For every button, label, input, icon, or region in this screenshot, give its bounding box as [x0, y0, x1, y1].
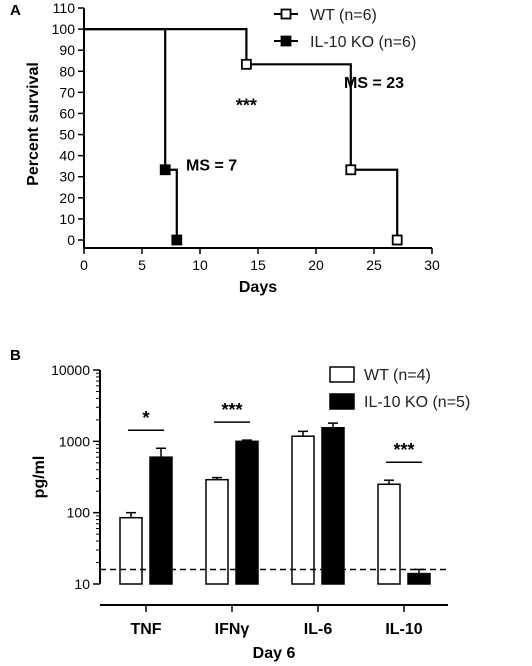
- y-tick-label: 70: [59, 84, 75, 100]
- data-point-marker: [240, 58, 252, 70]
- x-tick-label: IL-10: [385, 621, 422, 638]
- y-tick-label: 10: [74, 576, 90, 592]
- y-tick-label: 110: [53, 0, 76, 16]
- significance-stars: ***: [221, 400, 242, 420]
- y-tick-label: 90: [59, 42, 75, 58]
- data-point-marker: [159, 164, 171, 176]
- panel-b-axes: [99, 370, 448, 606]
- y-tick-label: 10: [59, 211, 75, 227]
- legend-swatch: [329, 366, 355, 383]
- panel-a-x-axis-title: Days: [239, 279, 277, 296]
- panel-b-y-axis-title: pg/ml: [31, 456, 48, 499]
- x-tick-label: 10: [192, 257, 208, 273]
- significance-stars: ***: [393, 440, 414, 460]
- wt-bar-il-6: [291, 435, 315, 585]
- y-tick-label: 10000: [51, 362, 90, 378]
- x-tick-label: 30: [424, 257, 440, 273]
- x-tick-label: 5: [138, 257, 146, 273]
- panel-b-bars: [100, 422, 448, 585]
- y-tick-label: 40: [59, 148, 75, 164]
- panel-a-y-axis-title: Percent survival: [25, 62, 42, 186]
- x-tick-label: 15: [250, 257, 266, 273]
- y-tick-label: 20: [59, 190, 75, 206]
- panel-a-y-ticks: 0 10 20 30 40 50 60 70 80 90 100 110: [52, 0, 84, 248]
- x-tick-label: IL-6: [304, 621, 333, 638]
- x-tick-label: 0: [80, 257, 88, 273]
- x-tick-label: IFNγ: [215, 621, 250, 638]
- legend-label: IL-10 KO (n=5): [364, 394, 470, 411]
- survival-curve-il10-ko: [84, 27, 178, 240]
- il10-ko-bar-ifnγ: [235, 440, 259, 585]
- survival-curve-wt: [84, 27, 399, 240]
- x-tick-label: 25: [366, 257, 382, 273]
- wt-bar-ifnγ: [205, 478, 229, 585]
- data-point-marker: [171, 234, 183, 246]
- il10-ko-bar-il-6: [321, 427, 345, 585]
- y-tick-label: 1000: [59, 433, 90, 449]
- panel-a-label: A: [10, 2, 21, 19]
- legend-label: WT (n=6): [310, 7, 377, 24]
- legend-marker: [280, 35, 292, 47]
- significance-stars: *: [142, 408, 149, 428]
- y-tick-label: 100: [67, 505, 91, 521]
- median-survival-annotation: MS = 7: [186, 157, 237, 174]
- y-tick-label: 30: [59, 169, 75, 185]
- y-tick-label: 100: [52, 21, 76, 37]
- panel-b-y-ticks: 10 100 1000 10000: [51, 362, 100, 592]
- panel-a-legend: WT (n=6) IL-10 KO (n=6): [274, 7, 416, 51]
- median-survival-annotation: MS = 23: [344, 75, 404, 92]
- wt-bar-tnf: [119, 516, 143, 585]
- data-point-marker: [391, 234, 403, 246]
- panel-a-x-ticks: 0 5 10 15 20 25 30: [80, 248, 440, 273]
- y-tick-label: 60: [59, 105, 75, 121]
- y-tick-label: 50: [59, 127, 75, 143]
- legend-marker: [280, 8, 292, 20]
- x-tick-label: TNF: [130, 621, 161, 638]
- wt-bar-il-10: [377, 483, 401, 585]
- panel-a-survival-chart: A 0 10 20 30 40 50 60 70 80 90 100 110 0 5 10 15 20 25 30…: [10, 0, 440, 296]
- panel-b-label: B: [10, 347, 21, 364]
- y-tick-label: 0: [67, 232, 75, 248]
- legend-label: IL-10 KO (n=6): [310, 34, 416, 51]
- panel-b-legend: WT (n=4) IL-10 KO (n=5): [329, 366, 470, 411]
- il10-ko-bar-tnf: [149, 456, 173, 585]
- legend-swatch: [329, 393, 355, 410]
- panel-b-x-axis-title: Day 6: [253, 645, 296, 662]
- significance-annotation: ***: [236, 95, 257, 115]
- il10-ko-bar-il-10: [407, 572, 431, 585]
- data-point-marker: [345, 164, 357, 176]
- y-tick-label: 80: [59, 63, 75, 79]
- x-tick-label: 20: [308, 257, 324, 273]
- legend-label: WT (n=4): [364, 367, 431, 384]
- panel-a-series: [84, 27, 403, 246]
- panel-b-x-ticks: TNF IFNγ IL-6 IL-10: [130, 605, 423, 638]
- panel-b-significance: * ******: [128, 400, 422, 463]
- panel-a-annotations: *** MS = 23 MS = 7: [186, 75, 404, 174]
